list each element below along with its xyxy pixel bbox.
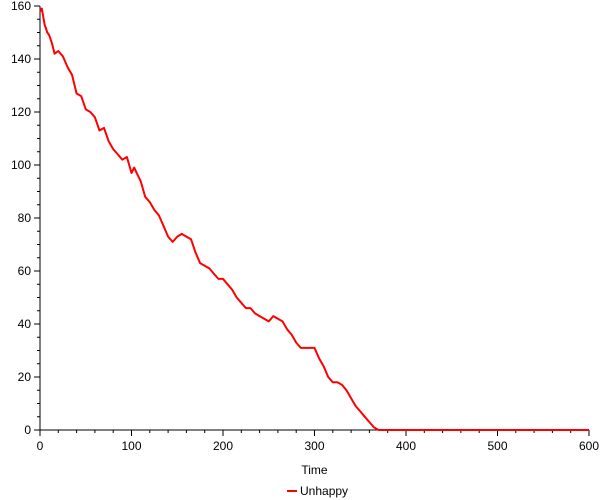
x-tick-label: 100 [121,439,141,453]
axes [39,6,589,431]
y-tick-label: 140 [11,52,31,66]
legend: Unhappy [287,484,348,498]
axis-ticks: 0 20 40 60 80 100 120 140 160 0 100 200 300 400 500 600 [11,0,599,453]
x-tick-label: 600 [579,439,599,453]
y-tick-label: 0 [24,423,31,437]
y-tick-label: 40 [18,317,32,331]
y-tick-label: 100 [11,158,31,172]
x-axis-title: Time [301,463,328,477]
series-line-unhappy [39,7,589,431]
y-tick-label: 160 [11,0,31,13]
y-tick-label: 120 [11,105,31,119]
x-tick-label: 400 [396,439,416,453]
y-tick-label: 60 [18,264,32,278]
x-tick-label: 200 [213,439,233,453]
legend-label-unhappy: Unhappy [300,484,348,498]
y-tick-label: 80 [18,211,32,225]
y-tick-label: 20 [18,370,32,384]
series-layer [39,7,589,431]
x-tick-label: 500 [487,439,507,453]
x-tick-label: 300 [304,439,324,453]
x-tick-label: 0 [37,439,44,453]
